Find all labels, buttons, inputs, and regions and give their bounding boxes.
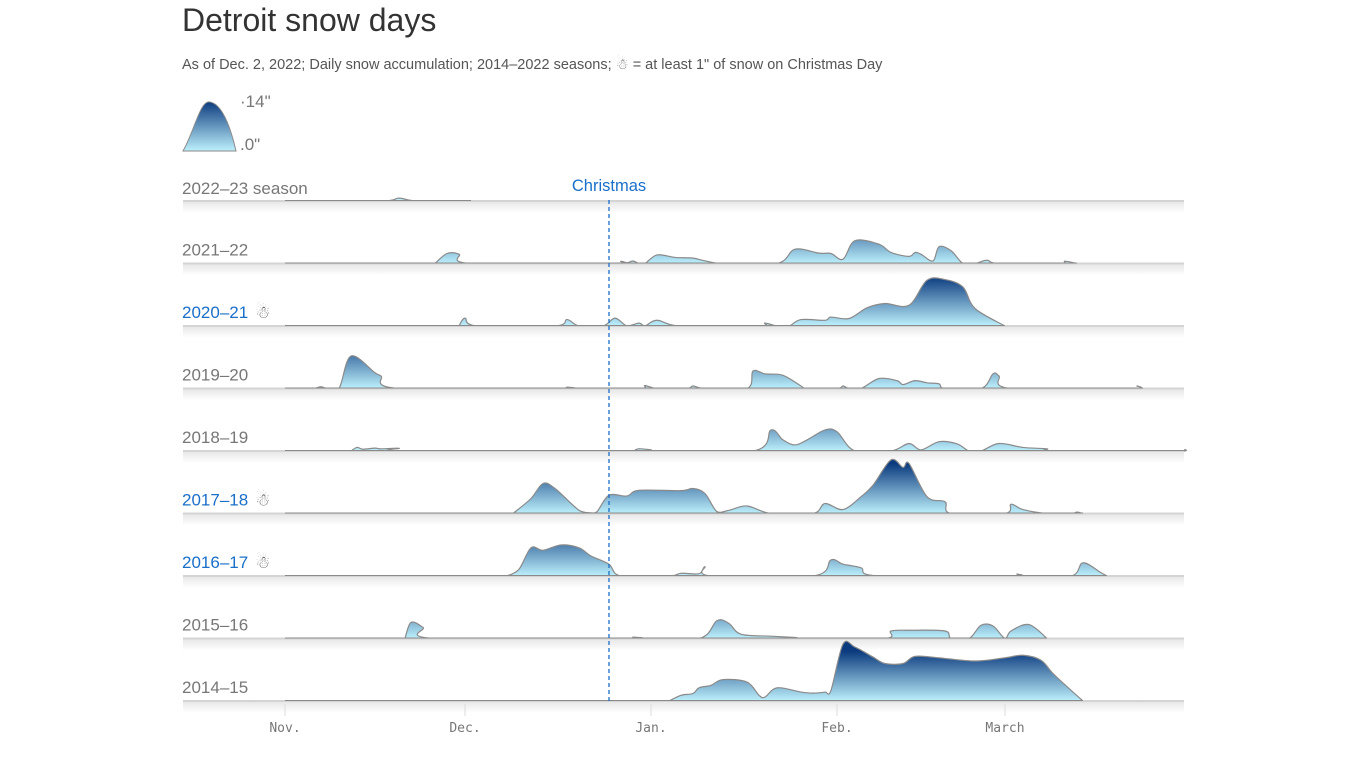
snowman-icon: ☃	[255, 552, 270, 572]
row-shadow	[183, 513, 1184, 526]
x-tick-label: Dec.	[449, 721, 480, 736]
season-label: 2014–15	[182, 678, 248, 697]
row-shadow	[183, 638, 1184, 651]
season-label: 2021–22	[182, 241, 248, 260]
subtitle-legend-text: = at least 1" of snow on Christmas Day	[632, 57, 883, 73]
christmas-annotation: Christmas	[572, 177, 646, 701]
row-shadow	[183, 326, 1184, 338]
ridge-area	[668, 640, 1085, 702]
season-label: 2018–19	[182, 428, 248, 447]
x-axis: Nov. Dec. Jan. Feb. March	[269, 704, 1025, 736]
ridge-area	[404, 619, 1049, 640]
christmas-label: Christmas	[572, 177, 646, 195]
season-label: 2019–20	[182, 366, 248, 385]
ridge-area	[433, 239, 1078, 265]
row-shadow	[183, 263, 1184, 276]
season-label: 2015–16	[182, 616, 248, 635]
ridge-area	[457, 277, 1008, 327]
ridge-area	[504, 544, 1108, 577]
season-label: 2020–21	[182, 303, 248, 322]
row-shadow	[183, 451, 1184, 463]
legend-ridge-shape	[182, 101, 237, 152]
x-tick-label: Nov.	[269, 721, 300, 736]
snowman-icon: ☃	[615, 57, 629, 73]
ridge-row: 2016–17 ☃	[182, 544, 1184, 588]
legend-max-label: ·14"	[240, 92, 271, 111]
row-shadow	[183, 701, 1184, 713]
chart-title: Detroit snow days	[182, 2, 437, 38]
season-label: 2022–23 season	[182, 179, 308, 198]
x-tick-label: March	[985, 721, 1024, 736]
ridge-row: 2022–23 season	[182, 179, 1184, 213]
ridge-row: 2017–18 ☃	[182, 458, 1184, 526]
ridge-row: 2014–15	[182, 640, 1184, 713]
x-tick-label: Feb.	[821, 721, 852, 736]
season-label: 2016–17	[182, 553, 248, 572]
row-shadow	[183, 576, 1184, 588]
row-shadow	[183, 201, 1184, 213]
chart-subtitle: As of Dec. 2, 2022; Daily snow accumulat…	[182, 57, 882, 73]
x-tick-label: Jan.	[635, 721, 666, 736]
row-shadow	[183, 388, 1184, 401]
ridge-area	[348, 428, 1188, 452]
ridge-row: 2021–22	[182, 239, 1184, 276]
ridge-row: 2015–16	[182, 616, 1184, 651]
ridge-row: 2018–19	[182, 428, 1188, 463]
subtitle-text: As of Dec. 2, 2022; Daily snow accumulat…	[182, 57, 612, 73]
ridge-area	[314, 355, 1144, 390]
legend-min-label: .0"	[240, 135, 260, 154]
snowman-icon: ☃	[255, 302, 270, 322]
ridge-row: 2019–20	[182, 355, 1184, 401]
snowman-icon: ☃	[255, 490, 270, 510]
ridge-row: 2020–21 ☃	[182, 277, 1184, 338]
ridge-area	[511, 458, 1084, 515]
season-label: 2017–18	[182, 491, 248, 510]
legend: ·14" .0"	[182, 92, 271, 154]
